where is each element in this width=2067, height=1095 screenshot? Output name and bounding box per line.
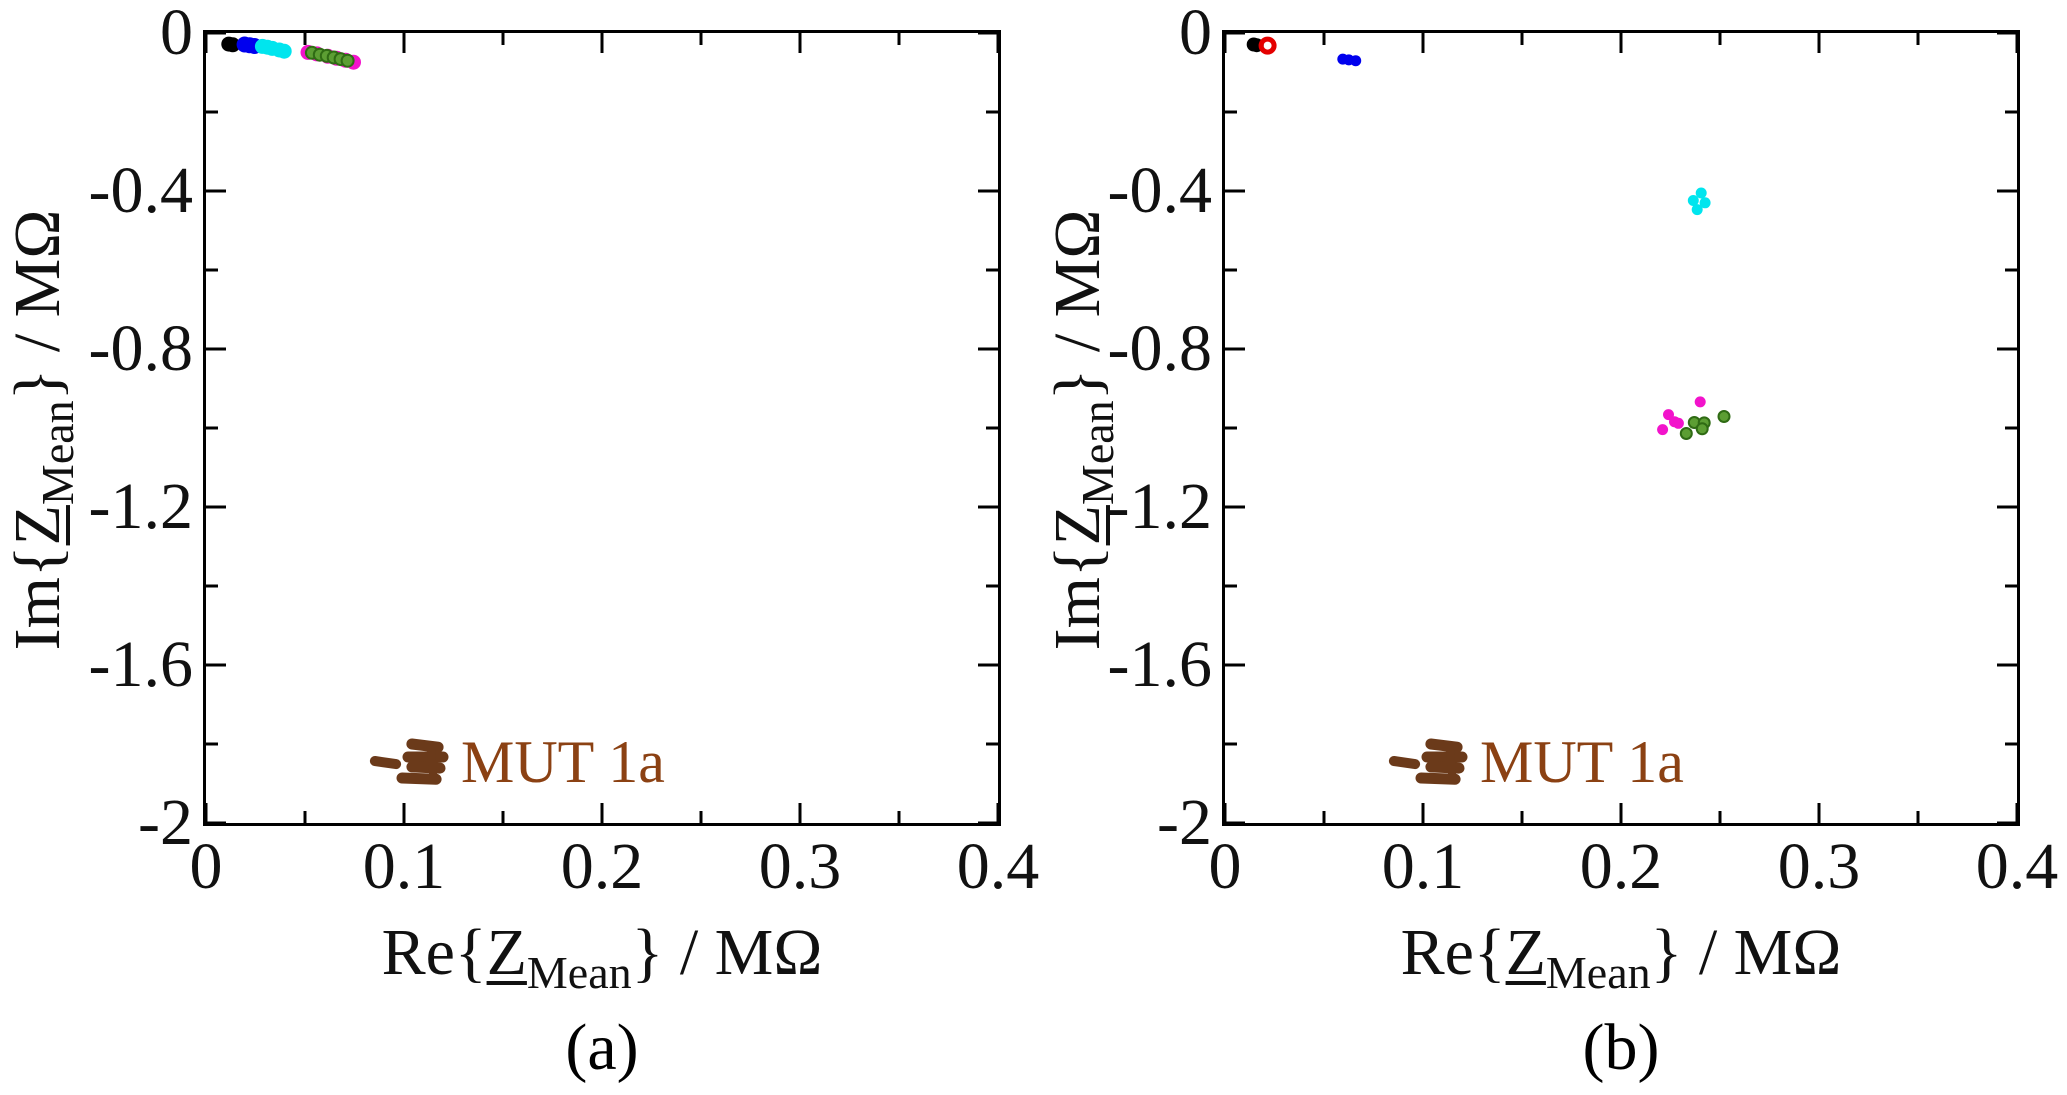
caption-a: (a) — [565, 1011, 639, 1084]
y-tick-label: -1.6 — [1107, 628, 1212, 701]
scatter-series-cyan-cluster — [1687, 187, 1711, 216]
mut1a-stroke — [1445, 742, 1457, 781]
x-label-z-underlined: Z — [1505, 916, 1546, 989]
x-label-suffix: } / MΩ — [631, 916, 823, 989]
y-tick-label: -2 — [138, 786, 193, 859]
data-point-cyan-cluster — [1699, 197, 1711, 209]
x-axis-label-b: Re{ZMean} / MΩ — [1222, 898, 2020, 1008]
mut1a-stroke — [369, 756, 402, 770]
x-label-z-underlined: Z — [486, 916, 527, 989]
data-point-cyan-cluster — [276, 43, 292, 59]
scatter-series-mut1a-cluster — [369, 738, 449, 785]
scatter-series-magenta-cluster — [1657, 396, 1706, 436]
data-point-red-ring-marker — [1258, 36, 1277, 55]
y-tick-label: -2 — [1157, 786, 1212, 859]
mut1a-stroke — [1388, 756, 1421, 770]
x-label-prefix: Re{ — [381, 916, 487, 989]
scatter-series-cyan-cluster — [254, 38, 292, 59]
data-point-green-cluster — [340, 53, 355, 68]
caption-b: (b) — [1582, 1011, 1660, 1084]
axes-box-b: MUT 1a — [1222, 30, 2020, 826]
y-tick-label: -1.6 — [88, 628, 193, 701]
x-label-subscript: Mean — [1545, 947, 1651, 999]
x-tick-label: 0.3 — [758, 830, 842, 903]
y-tick-label: -0.4 — [88, 154, 193, 227]
x-tick-label: 0.1 — [362, 830, 446, 903]
scatter-series-blue-cluster — [1337, 53, 1362, 67]
scatter-series-green-cluster — [304, 45, 355, 68]
x-tick-label: 0.1 — [1381, 830, 1465, 903]
data-point-green-cluster — [1679, 427, 1693, 440]
scatter-series-red-ring-marker — [1258, 36, 1277, 55]
x-label-subscript: Mean — [526, 947, 632, 999]
y-tick-label: -1.2 — [88, 470, 193, 543]
scatter-series-mut1a-cluster — [1388, 738, 1468, 785]
x-tick-label: 0.2 — [1579, 830, 1663, 903]
y-tick-label: -0.4 — [1107, 154, 1212, 227]
y-tick-label: -0.8 — [88, 312, 193, 385]
y-tick-label: 0 — [1179, 0, 1212, 69]
x-tick-label: 0.4 — [956, 830, 1040, 903]
data-point-cyan-cluster — [1695, 187, 1707, 199]
y-tick-label: 0 — [160, 0, 193, 69]
plot-canvas-b — [1225, 33, 2017, 823]
axes-box-a: MUT 1a — [203, 30, 1001, 826]
x-tick-label: 0.2 — [560, 830, 644, 903]
data-point-cyan-cluster — [1691, 204, 1703, 216]
y-tick-label: -0.8 — [1107, 312, 1212, 385]
x-axis-label-a: Re{ZMean} / MΩ — [203, 898, 1001, 1008]
data-point-green-cluster — [1695, 422, 1709, 436]
y-tick-label: -1.2 — [1107, 470, 1212, 543]
x-label-suffix: } / MΩ — [1650, 916, 1842, 989]
data-point-magenta-cluster — [1694, 396, 1706, 408]
y-label-suffix: } / MΩ — [1041, 209, 1114, 401]
data-point-black-cluster — [225, 37, 241, 53]
data-point-cyan-cluster — [1687, 195, 1699, 206]
scatter-series-green-cluster — [1679, 410, 1731, 440]
data-point-green-cluster — [1717, 410, 1731, 423]
x-tick-label: 0 — [1208, 830, 1242, 903]
y-axis-label-b: Im{ZMean} / MΩ — [1041, 209, 1123, 651]
annotation-mut1a-a: MUT 1a — [461, 729, 665, 795]
y-label-prefix: Im{ — [1041, 545, 1114, 651]
mut1a-stroke — [426, 742, 438, 781]
data-point-magenta-cluster — [1657, 424, 1669, 436]
x-tick-label: 0.3 — [1777, 830, 1861, 903]
scatter-series-black-cluster — [221, 36, 241, 53]
data-point-magenta-cluster — [1672, 417, 1684, 429]
data-point-blue-cluster — [1350, 55, 1362, 67]
x-tick-label: 0 — [189, 830, 223, 903]
x-tick-label: 0.4 — [1975, 830, 2059, 903]
y-label-z-underlined: Z — [1041, 505, 1114, 546]
x-label-prefix: Re{ — [1400, 916, 1506, 989]
annotation-mut1a-b: MUT 1a — [1480, 729, 1684, 795]
plot-canvas-a — [206, 33, 998, 823]
